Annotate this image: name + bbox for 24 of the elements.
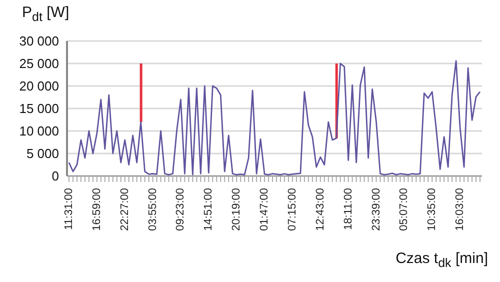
- x-tick-label: 18:11:00: [342, 188, 354, 230]
- y-tick-label: 20 000: [19, 78, 59, 94]
- x-axis-title: Czas t$_{dk}$ [min]: [396, 250, 488, 270]
- x-tick-label: 07:15:00: [286, 188, 298, 231]
- x-tick-label: 03:55:00: [146, 188, 159, 231]
- x-tick-label: 09:23:00: [174, 188, 187, 231]
- x-tick-label: 14:51:00: [202, 188, 215, 231]
- x-tick-label: 16:59:00: [90, 188, 103, 231]
- x-tick-label: 20:19:00: [230, 188, 243, 231]
- x-tick-label: 10:35:00: [426, 188, 438, 231]
- y-tick-label: 0: [52, 168, 59, 184]
- x-tick-label: 16:03:00: [454, 188, 466, 231]
- x-tick-label: 05:07:00: [398, 188, 410, 231]
- y-tick-label: 30 000: [19, 34, 59, 49]
- y-tick-label: 15 000: [19, 101, 59, 116]
- x-tick-label: 22:27:00: [118, 188, 131, 231]
- y-tick-label: 5 000: [26, 146, 59, 162]
- x-tick-label: 01:47:00: [258, 188, 271, 231]
- x-tick-label: 12:43:00: [314, 188, 326, 231]
- y-axis-title: P$_{dt}$ [W]: [22, 4, 70, 24]
- x-tick-label: 11:31:00: [62, 188, 75, 230]
- y-tick-label: 10 000: [19, 124, 59, 139]
- y-tick-label: 25 000: [19, 56, 59, 72]
- x-tick-label: 23:39:00: [370, 188, 382, 231]
